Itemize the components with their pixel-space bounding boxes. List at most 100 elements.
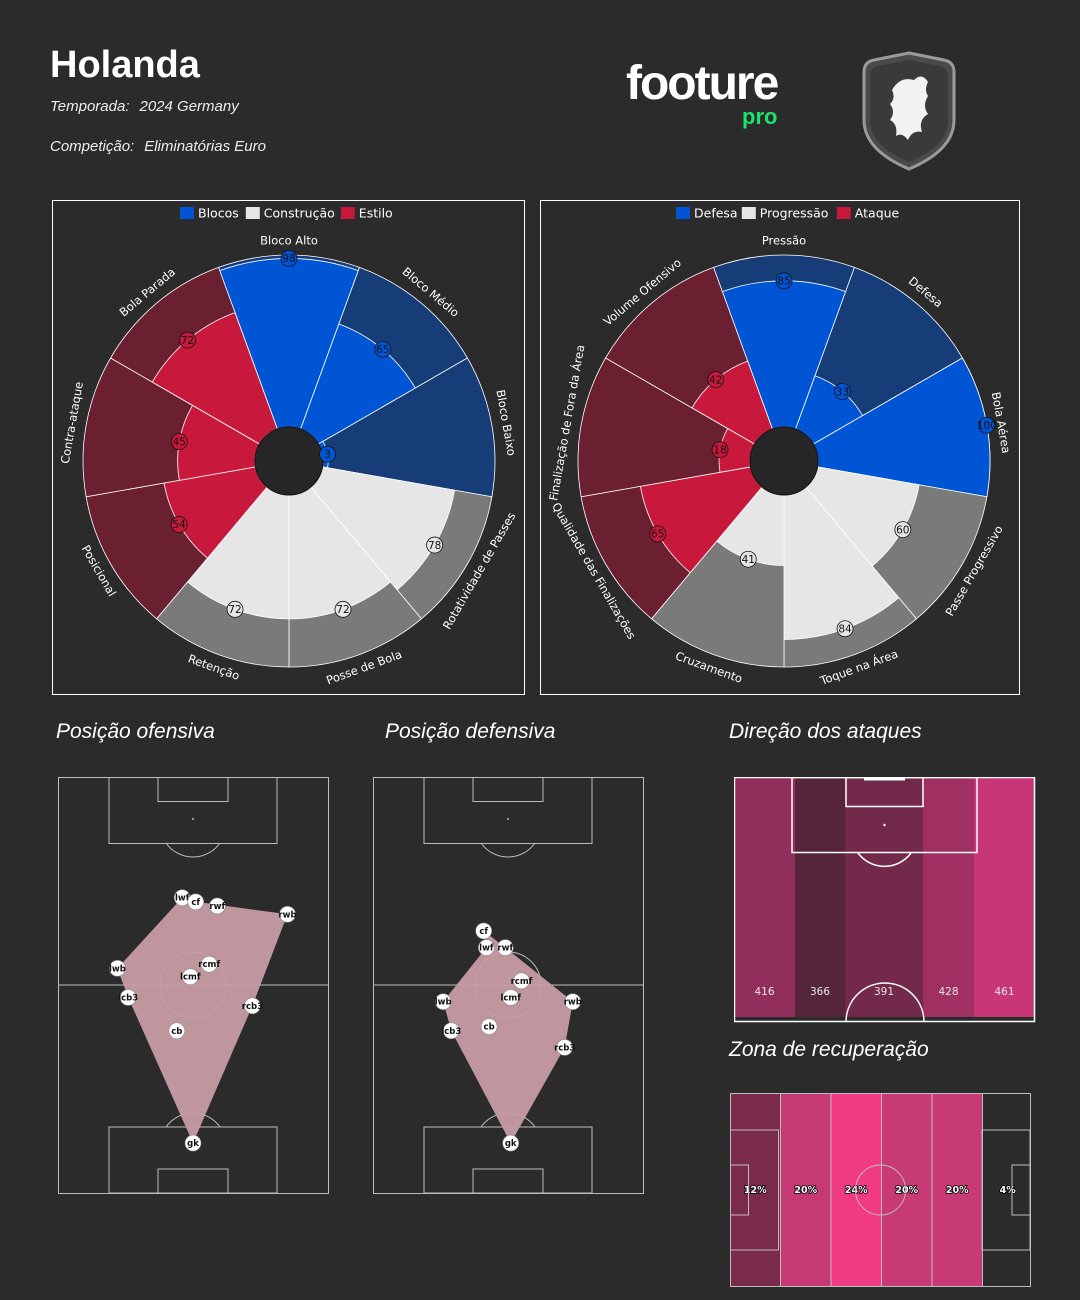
radar-chart-1: Blocos Construção Estilo 98 Bloco Alto 65 Blo…: [52, 200, 525, 695]
attack-direction-zone-3: [845, 777, 923, 1017]
radar1-value-marker-retencao: [226, 600, 244, 618]
pitch1-player-marker-lcmf: [182, 968, 199, 985]
competition-value: Eliminatórias Euro: [144, 138, 266, 155]
pitch2-player-rcb3: rcb3: [554, 1043, 575, 1053]
attack-direction-zone-1: [734, 777, 795, 1017]
competition-label: Competição:: [50, 138, 135, 155]
defensive-pitch: cf lwf rwf rcmf lcmf lwb rwb lcb3 cb rcb3 gk: [373, 777, 644, 1194]
radar1-value-posicional: 54: [172, 519, 186, 531]
pitch1-player-marker-rwf: [209, 897, 226, 915]
radar1-value-marker-bloco-medio: [374, 340, 392, 358]
recovery-markings: [730, 1093, 1031, 1287]
recovery-zone-4: [881, 1093, 932, 1287]
radar2-value-marker-volume-ofensivo: [707, 371, 725, 389]
season-label: Temporada:: [50, 98, 130, 115]
pitch1-player-lcmf: lcmf: [180, 973, 201, 983]
radar1-value-bola-parada: 72: [181, 335, 194, 347]
pitch1-player-marker-lcb3: [119, 989, 137, 1006]
pitch1-player-marker-rcmf: [200, 955, 218, 973]
team-title: Holanda: [50, 44, 200, 86]
radar2-value-marker-pressao: [775, 272, 793, 290]
radar1-legend-construcao: Construção: [264, 206, 335, 221]
pitch1-player-rcb3: rcb3: [242, 1002, 263, 1012]
attack-direction-value-4: 428: [938, 986, 958, 998]
defensive-title: Posição defensiva: [385, 720, 556, 743]
pitch1-player-marker-rcb3: [244, 997, 261, 1015]
pitch2-player-rcmf: rcmf: [511, 977, 533, 987]
pitch2-player-gk: gk: [505, 1139, 517, 1149]
pitch2-player-lwb: lwb: [435, 998, 452, 1008]
radar2-value-pressao: 85: [777, 276, 790, 288]
pitch2-player-rwb: rwb: [564, 998, 582, 1008]
pitch1-player-gk: gk: [187, 1139, 199, 1149]
attack-direction-markings: [734, 777, 1036, 1023]
radar2-legend-progressao: Progressão: [760, 206, 829, 221]
attack-direction-value-5: 461: [994, 986, 1014, 998]
radar1-value-marker-bloco-alto: [280, 250, 298, 267]
radar1-value-rotatividade-de-passes: 78: [428, 540, 441, 552]
pitch2-player-marker-lwb: [434, 993, 452, 1010]
pitch2-player-marker-cf: [475, 922, 492, 940]
radar2-value-toque-na-area: 84: [838, 624, 852, 636]
radar2-value-marker-qualidade-das-finalizacoes: [649, 525, 667, 543]
radar1-value-marker-posse-de-bola: [334, 600, 352, 618]
radar2-legend-ataque: Ataque: [855, 206, 900, 221]
radar2-value-bola-aerea: 100: [977, 420, 997, 432]
radar1-value-marker-posicional: [170, 516, 188, 533]
radar1-value-marker-rotatividade-de-passes: [426, 536, 444, 554]
season-value: 2024 Germany: [139, 98, 239, 115]
pitch1-player-rcmf: rcmf: [198, 960, 220, 970]
radar2-legend-swatch-defesa: [676, 207, 690, 219]
radar2-legend-defesa: Defesa: [694, 206, 738, 221]
radar2-value-marker-finalizacao-de-fora-da-area: [711, 441, 729, 459]
radar2-value-marker-toque-na-area: [836, 620, 854, 638]
radar1-value-contra-ataque: 45: [173, 436, 186, 448]
pitch2-player-cb: cb: [484, 1023, 495, 1033]
radar1-legend-swatch-estilo: [340, 207, 355, 219]
recovery-zone-6: [982, 1093, 1032, 1287]
pitch2-shape: [443, 930, 573, 1144]
radar1-legend-swatch-blocos: [180, 207, 194, 219]
radar1-value-posse-de-bola: 72: [336, 604, 349, 616]
radar1-value-retencao: 72: [228, 604, 241, 616]
radar1-legend-estilo: Estilo: [359, 206, 393, 221]
pitch1-player-rwb: rwb: [278, 910, 296, 920]
radar2-legend-swatch-ataque: [836, 207, 851, 219]
pitch2-player-marker-rwf: [497, 939, 514, 956]
radar1-value-marker-bola-parada: [179, 331, 196, 349]
attack-direction-zone-2: [795, 777, 845, 1017]
radar2-value-defesa: 33: [836, 386, 849, 398]
pitch1-player-marker-gk: [184, 1134, 202, 1152]
pitch1-player-cf: cf: [191, 898, 200, 908]
attack-direction-value-2: 366: [810, 986, 830, 998]
pitch1-player-cb: cb: [171, 1027, 182, 1037]
pitch2-player-marker-lwf: [478, 939, 495, 956]
competition-line: Competição: Eliminatórias Euro: [50, 138, 266, 155]
offensive-title: Posição ofensiva: [56, 720, 215, 743]
radar2-value-finalizacao-de-fora-da-area: 18: [713, 445, 726, 457]
radar1-value-bloco-baixo: 3: [324, 449, 331, 461]
recovery-value-3: 24%: [845, 1185, 868, 1196]
attack-direction-title: Direção dos ataques: [729, 720, 922, 743]
offensive-pitch: lwf cf rwf rwb rcmf lcmf lwb lcb3 rcb3 cb gk: [58, 777, 329, 1194]
recovery-value-1: 12%: [744, 1185, 767, 1196]
pitch2-player-lwf: lwf: [479, 944, 494, 954]
radar2-value-marker-passe-progressivo: [894, 521, 912, 539]
pitch2-player-marker-lcmf: [502, 989, 519, 1006]
radar2-label-pressao: Pressão: [762, 234, 806, 248]
radar1-value-bloco-alto: 98: [282, 253, 295, 265]
pitch2-player-marker-lcb3: [443, 1022, 460, 1040]
pitch1-player-lwf: lwf: [175, 894, 190, 904]
radar2-value-volume-ofensivo: 42: [709, 374, 722, 386]
pitch2-player-rwf: rwf: [497, 944, 513, 954]
radar2-value-cruzamento: 41: [742, 554, 755, 566]
recovery-value-4: 20%: [895, 1185, 918, 1196]
radar1-value-bloco-medio: 65: [376, 344, 389, 356]
radar1-center: [254, 426, 324, 496]
team-crest-icon: [862, 51, 956, 171]
radar2-value-qualidade-das-finalizacoes: 65: [651, 529, 664, 541]
radar1-value-marker-bloco-baixo: [319, 445, 336, 463]
radar2-value-marker-defesa: [833, 383, 851, 400]
radar1-label-bloco-alto: Bloco Alto: [260, 234, 318, 248]
recovery-heatmap: 12% 20% 24% 20% 20% 4%: [730, 1093, 1032, 1287]
